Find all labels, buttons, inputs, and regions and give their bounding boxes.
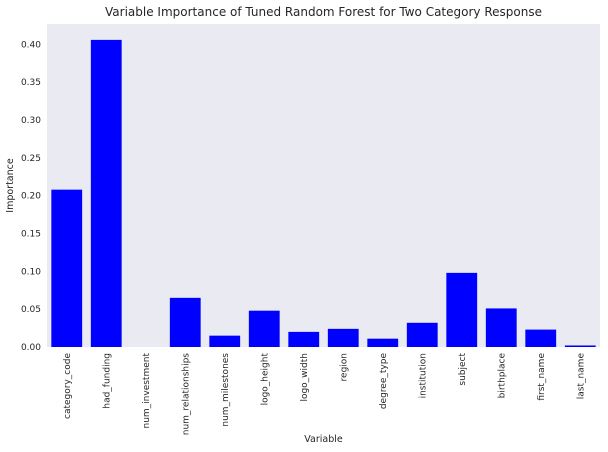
x-tick-label: category_code bbox=[63, 353, 73, 419]
y-tick-label: 0.40 bbox=[21, 40, 41, 50]
x-tick-label: num_milestones bbox=[221, 353, 231, 427]
x-tick-label: subject bbox=[458, 353, 468, 386]
bar-institution bbox=[406, 322, 438, 347]
y-tick-label: 0.25 bbox=[21, 154, 41, 164]
y-axis-ticks: 0.00 0.05 0.10 0.15 0.20 0.25 0.30 0.35 0.40 bbox=[21, 40, 41, 353]
bar-first-name bbox=[525, 329, 557, 347]
y-tick-label: 0.15 bbox=[21, 230, 41, 240]
x-tick-label: degree_type bbox=[379, 353, 389, 410]
y-axis-label: Importance bbox=[5, 158, 16, 213]
y-tick-label: 0.10 bbox=[21, 267, 41, 277]
y-tick-label: 0.20 bbox=[21, 192, 41, 202]
bar-logo-height bbox=[248, 310, 280, 347]
bar-last-name bbox=[564, 345, 596, 347]
y-tick-label: 0.05 bbox=[21, 305, 41, 315]
bar-num-relationships bbox=[169, 297, 201, 347]
y-tick-label: 0.30 bbox=[21, 116, 41, 126]
bar-subject bbox=[446, 272, 478, 347]
bar-degree-type bbox=[367, 338, 399, 347]
bar-birthplace bbox=[485, 308, 517, 347]
bar-region bbox=[327, 328, 359, 347]
chart-title: Variable Importance of Tuned Random Fore… bbox=[105, 5, 542, 19]
x-tick-label: logo_height bbox=[260, 353, 270, 406]
bar-logo-width bbox=[288, 331, 320, 347]
x-tick-label: last_name bbox=[576, 353, 586, 400]
plot-area bbox=[47, 24, 600, 347]
y-tick-label: 0.00 bbox=[21, 343, 41, 353]
x-tick-label: first_name bbox=[537, 353, 547, 401]
bar-had-funding bbox=[90, 39, 122, 347]
bars bbox=[51, 39, 596, 347]
x-tick-label: num_investment bbox=[142, 353, 152, 429]
x-tick-label: region bbox=[339, 353, 349, 381]
x-tick-label: had_funding bbox=[102, 353, 112, 409]
x-tick-label: institution bbox=[418, 353, 428, 398]
x-axis-ticks: category_code had_funding num_investment nu… bbox=[63, 353, 587, 436]
bar-num-milestones bbox=[209, 335, 241, 347]
y-tick-label: 0.35 bbox=[21, 78, 41, 88]
x-tick-label: birthplace bbox=[497, 353, 507, 399]
bar-category-code bbox=[51, 189, 83, 347]
x-tick-label: logo_width bbox=[300, 353, 310, 402]
x-axis-label: Variable bbox=[304, 434, 343, 445]
x-tick-label: num_relationships bbox=[181, 353, 191, 436]
